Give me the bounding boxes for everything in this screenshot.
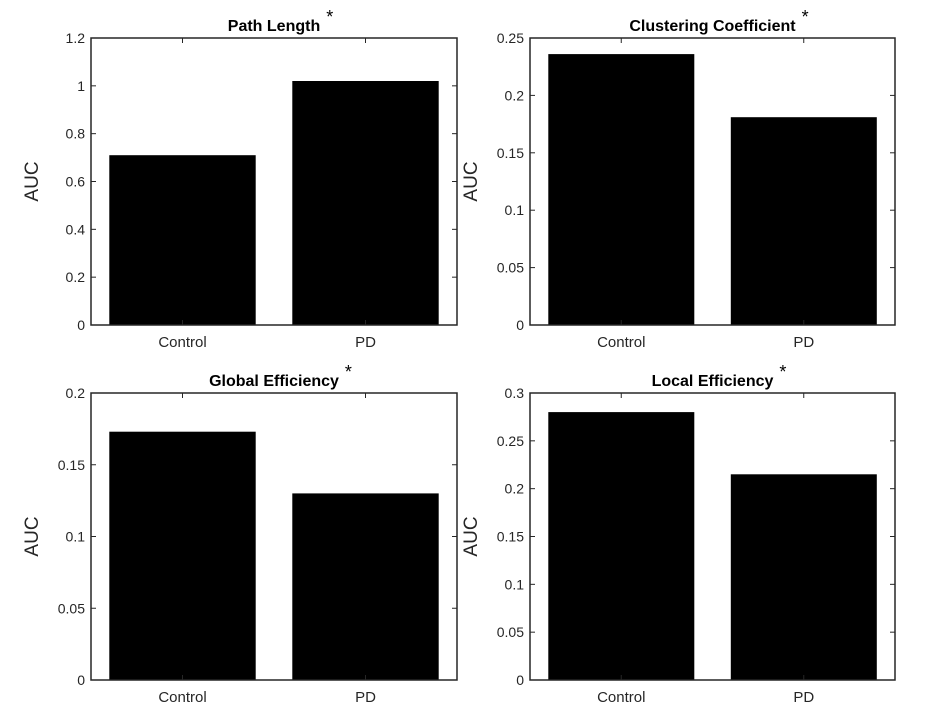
axes-box (529, 37, 896, 326)
y-tick-label: 0.1 (505, 576, 525, 592)
x-tick-label-pd: PD (355, 689, 376, 706)
y-axis-label: AUC (22, 516, 43, 556)
chart-title: Clustering Coefficient (629, 18, 796, 35)
x-tick-label-control: Control (597, 334, 645, 351)
y-tick-label: 0.3 (505, 385, 525, 401)
significance-marker: * (802, 7, 809, 27)
x-tick-label-pd: PD (355, 334, 376, 351)
chart-title: Path Length (228, 18, 320, 35)
bar-control (548, 54, 695, 325)
bar-pd (730, 117, 877, 325)
y-tick-label: 1.2 (66, 30, 86, 46)
y-tick-label: 1 (77, 78, 85, 94)
y-tick-label: 0.15 (58, 457, 85, 473)
x-tick-label-pd: PD (793, 334, 814, 351)
y-tick-label: 0.2 (505, 481, 525, 497)
x-tick-label-control: Control (158, 689, 206, 706)
y-axis-label: AUC (461, 161, 482, 201)
y-tick-label: 0.6 (66, 174, 86, 190)
bar-control (109, 155, 256, 325)
y-tick-label: 0.15 (497, 529, 524, 545)
y-tick-label: 0 (77, 672, 85, 688)
y-tick-label: 0 (516, 672, 524, 688)
bar-pd (292, 81, 439, 325)
y-tick-label: 0.05 (497, 624, 524, 640)
y-tick-label: 0.2 (66, 269, 86, 285)
bar-control (548, 412, 695, 680)
y-axis-label: AUC (22, 161, 43, 201)
y-tick-label: 0.4 (66, 221, 86, 237)
y-tick-label: 0.05 (58, 600, 85, 616)
x-tick-label-pd: PD (793, 689, 814, 706)
y-tick-label: 0.15 (497, 145, 524, 161)
y-tick-label: 0 (516, 317, 524, 333)
y-tick-label: 0.1 (66, 529, 86, 545)
significance-marker: * (345, 362, 352, 382)
y-tick-label: 0 (77, 317, 85, 333)
y-tick-label: 0.8 (66, 126, 86, 142)
y-tick-label: 0.05 (497, 260, 524, 276)
y-tick-label: 0.1 (505, 202, 525, 218)
chart-title: Global Efficiency (209, 373, 339, 390)
x-tick-label-control: Control (597, 689, 645, 706)
significance-marker: * (326, 7, 333, 27)
bar-control (109, 431, 256, 680)
chart-title: Local Efficiency (652, 373, 774, 390)
y-tick-label: 0.25 (497, 30, 524, 46)
significance-marker: * (779, 362, 786, 382)
y-tick-label: 0.2 (505, 87, 525, 103)
y-axis-label: AUC (461, 516, 482, 556)
x-tick-label-control: Control (158, 334, 206, 351)
bar-pd (292, 493, 439, 680)
y-tick-label: 0.25 (497, 433, 524, 449)
bar-pd (730, 474, 877, 680)
y-tick-label: 0.2 (66, 385, 86, 401)
